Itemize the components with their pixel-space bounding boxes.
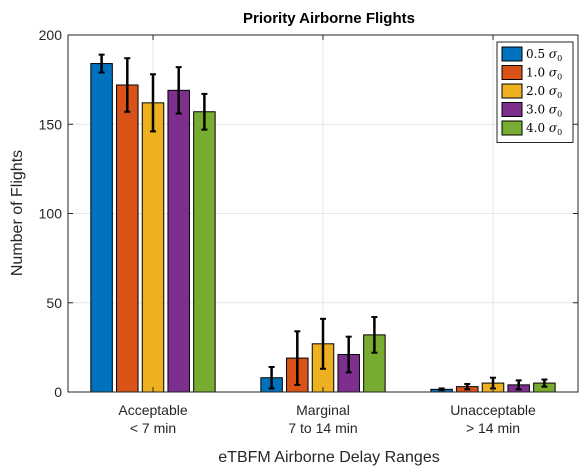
x-tick-label: Acceptable bbox=[118, 402, 187, 418]
x-tick-label: Marginal bbox=[296, 402, 350, 418]
y-tick-label: 100 bbox=[39, 206, 63, 222]
legend-label: 4.0 σ0 bbox=[526, 121, 562, 137]
y-tick-label: 0 bbox=[54, 384, 62, 400]
legend: 0.5 σ0 1.0 σ0 2.0 σ0 3.0 σ0 4.0 σ0 bbox=[496, 41, 574, 143]
y-tick-label: 150 bbox=[39, 116, 63, 132]
legend-swatch bbox=[501, 102, 523, 117]
x-axis-label: eTBFM Airborne Delay Ranges bbox=[218, 449, 439, 466]
chart-title: Priority Airborne Flights bbox=[243, 10, 415, 27]
legend-label: 3.0 σ0 bbox=[526, 103, 562, 119]
y-tick-label: 50 bbox=[46, 295, 62, 311]
legend-swatch bbox=[501, 46, 523, 62]
bar bbox=[193, 111, 216, 393]
y-ticks: 0 50 100 150 200 bbox=[39, 27, 578, 400]
y-tick-label: 200 bbox=[39, 27, 63, 43]
bar bbox=[167, 89, 190, 393]
legend-label: 1.0 σ0 bbox=[526, 66, 562, 82]
x-tick-label: < 7 min bbox=[130, 420, 176, 436]
bar bbox=[116, 84, 139, 393]
bar bbox=[90, 63, 113, 393]
legend-label: 2.0 σ0 bbox=[526, 84, 562, 100]
x-tick-label: > 14 min bbox=[466, 420, 520, 436]
legend-label: 0.5 σ0 bbox=[526, 47, 562, 63]
legend-swatch bbox=[501, 83, 523, 99]
y-axis-label: Number of Flights bbox=[9, 150, 26, 276]
legend-swatch bbox=[501, 120, 523, 136]
error-bars bbox=[98, 53, 548, 392]
x-ticks: Acceptable < 7 min Marginal 7 to 14 min Unac… bbox=[118, 35, 536, 436]
bar bbox=[141, 102, 165, 393]
x-tick-label: 7 to 14 min bbox=[288, 420, 357, 436]
legend-swatch bbox=[501, 65, 523, 80]
x-tick-label: Unacceptable bbox=[450, 402, 536, 418]
